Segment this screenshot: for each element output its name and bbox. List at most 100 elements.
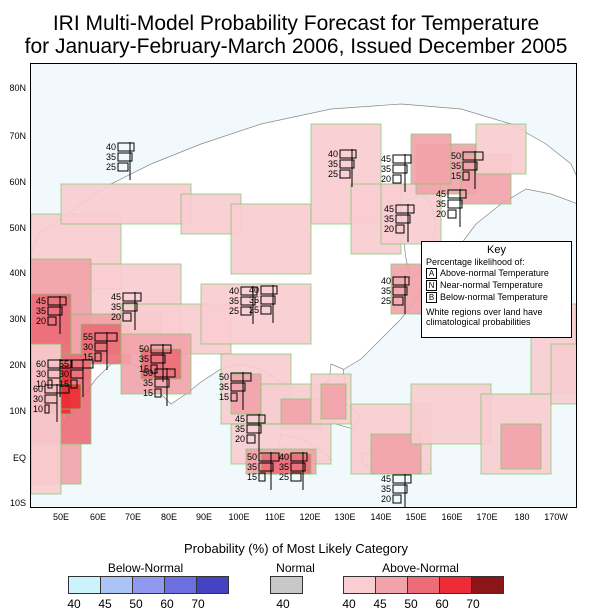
annotation-value: 35	[384, 214, 394, 224]
annotation-value: 15	[59, 379, 69, 389]
annotation-value: 25	[106, 162, 116, 172]
annotation-value: 35	[451, 161, 461, 171]
annotation-bar	[70, 379, 78, 389]
forecast-region-above-45	[230, 373, 262, 415]
annotation-bar	[395, 214, 411, 224]
legend-above-swatches	[343, 576, 504, 594]
legend-tick-label: 40	[276, 597, 290, 611]
legend-normal-label: Normal	[276, 561, 315, 575]
annotation-value: 15	[143, 388, 153, 398]
lat-label: 80N	[9, 83, 26, 93]
lat-label: 60N	[9, 177, 26, 187]
legend-swatch	[376, 577, 408, 593]
legend-tick-label: 50	[404, 597, 418, 611]
key-letter-box: N	[426, 279, 437, 291]
annotation-bar	[392, 154, 412, 164]
annotation-value: 35	[106, 152, 116, 162]
legend-tick-label: 45	[98, 597, 112, 611]
annotation-value: 35	[328, 159, 338, 169]
annotation-bar	[260, 305, 272, 315]
annotation-value: 35	[219, 382, 229, 392]
annotation-value: 30	[83, 342, 93, 352]
key-item-label: Above-normal Temperature	[440, 268, 549, 278]
key-note-line1: White regions over land have	[426, 307, 543, 317]
annotation-bar	[44, 404, 50, 414]
annotation-bar	[122, 302, 138, 312]
annotation-value: 55	[59, 359, 69, 369]
map-key-box: Key Percentage likelihood of: A Above-no…	[421, 241, 572, 338]
annotation-bar	[47, 296, 67, 306]
annotation-value: 15	[451, 171, 461, 181]
annotation-value: 15	[247, 472, 257, 482]
annotation-bar	[94, 332, 118, 342]
map-title-line1: IRI Multi-Model Probability Forecast for…	[52, 12, 540, 35]
legend-swatch	[101, 577, 133, 593]
annotation-value: 10	[33, 404, 43, 414]
legend-tick-label: 60	[435, 597, 449, 611]
annotation-bar	[94, 352, 102, 362]
key-note: White regions over land have climatologi…	[426, 307, 571, 327]
annotation-value: 25	[328, 169, 338, 179]
lon-label: 60E	[89, 512, 107, 522]
annotation-value: 50	[219, 372, 229, 382]
annotation-value: 35	[247, 462, 257, 472]
annotation-value: 35	[436, 199, 446, 209]
annotation-value: 45	[235, 414, 245, 424]
key-letter-box: A	[426, 267, 437, 279]
annotation-bar	[462, 151, 484, 161]
annotation-value: 30	[33, 394, 43, 404]
lon-label: 180	[514, 512, 530, 522]
annotation-bar	[447, 199, 463, 209]
annotation-bar	[117, 162, 129, 172]
lat-label: EQ	[12, 453, 26, 463]
legend-tick-label: 40	[342, 597, 356, 611]
annotation-value: 30	[36, 369, 46, 379]
annotation-bar	[392, 164, 408, 174]
annotation-value: 40	[328, 149, 338, 159]
legend-swatch	[271, 577, 302, 593]
annotation-bar	[154, 368, 176, 378]
annotation-bar	[240, 286, 258, 296]
annotation-value: 10	[36, 379, 46, 389]
key-item-label: Below-normal Temperature	[440, 292, 548, 302]
annotation-bar	[246, 414, 266, 424]
legend-swatch	[408, 577, 440, 593]
annotation-bar	[392, 484, 408, 494]
lon-label: 50E	[52, 512, 70, 522]
key-letter-box: B	[426, 291, 437, 303]
annotation-bar	[47, 306, 63, 316]
lon-label: 160E	[441, 512, 463, 522]
annotation-bar	[260, 295, 276, 305]
forecast-region-above-40	[230, 203, 312, 275]
annotation-value: 35	[381, 164, 391, 174]
lon-label: 120E	[299, 512, 321, 522]
annotation-value: 60	[36, 359, 46, 369]
annotation-value: 40	[381, 276, 391, 286]
forecast-region-above-40	[60, 183, 192, 225]
annotation-value: 20	[111, 312, 121, 322]
annotation-bar	[447, 189, 467, 199]
annotation-bar	[246, 424, 262, 434]
legend-swatch	[133, 577, 165, 593]
annotation-value: 35	[139, 354, 149, 364]
legend-title: Probability (%) of Most Likely Category	[184, 541, 408, 556]
annotation-value: 35	[381, 286, 391, 296]
lon-label: 130E	[334, 512, 356, 522]
annotation-value: 40	[229, 286, 239, 296]
annotation-value: 55	[83, 332, 93, 342]
annotation-bar	[230, 382, 246, 392]
annotation-bar	[258, 452, 280, 462]
annotation-bar	[47, 316, 57, 326]
annotation-value: 20	[436, 209, 446, 219]
